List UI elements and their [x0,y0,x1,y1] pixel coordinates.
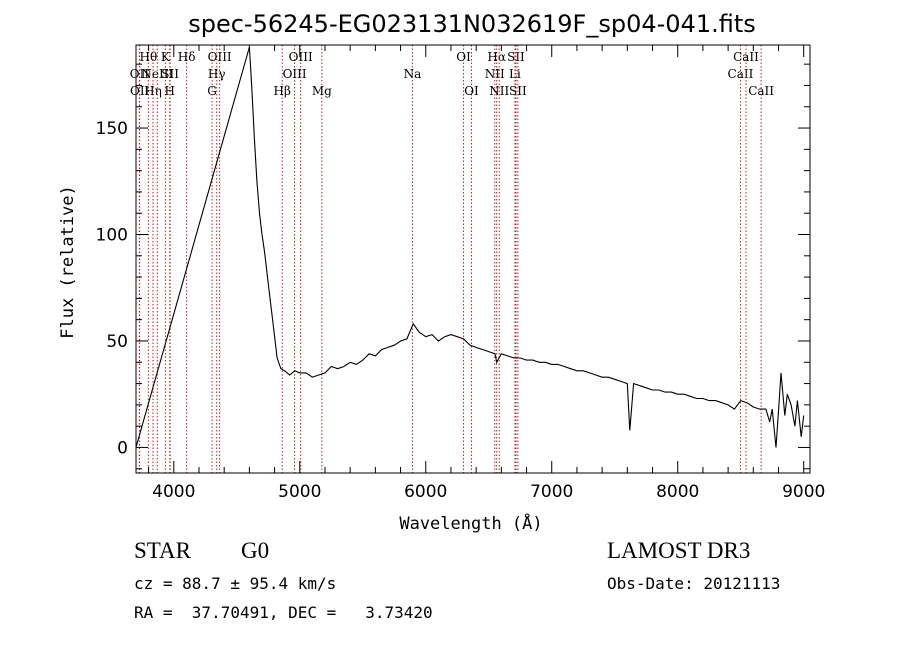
line-label-15: Mg [312,84,332,98]
line-label-5: K [161,50,171,64]
plot-frame [135,44,811,474]
line-label-24: SII [509,84,527,98]
spectrum-series [136,46,805,448]
x-tick-label-1: 5000 [278,482,321,502]
line-label-12: Hβ [274,84,291,98]
x-tick-label-5: 9000 [782,482,825,502]
line-label-21: NII [489,84,509,98]
observation-date: Obs-Date: 20121113 [607,574,781,593]
x-tick-label-3: 7000 [530,482,573,502]
survey-name: LAMOST DR3 [607,538,751,563]
x-axis-ticks: 4000 5000 6000 7000 8000 9000 [148,45,825,502]
x-tick-label-0: 4000 [152,482,195,502]
spectral-line-markers: OIIOIIHθHηNeIIIKHSIIHδGHγOIIIHβOIIIOIIIM… [130,45,774,473]
chart-title: spec-56245-EG023131N032619F_sp04-041.fit… [188,10,756,38]
line-label-19: NII [485,67,505,81]
y-tick-label-3: 150 [96,119,128,139]
line-label-7: SII [161,67,179,81]
line-label-10: Hγ [208,67,226,81]
x-tick-label-2: 6000 [404,482,447,502]
line-label-3: Hη [144,84,162,98]
line-label-22: Li [509,67,521,81]
line-label-11: OIII [208,50,232,64]
y-tick-label-2: 100 [96,226,128,246]
spectral-class: STAR [134,538,191,563]
line-label-1: OII [130,84,150,98]
line-label-14: OIII [289,50,313,64]
x-axis-label: Wavelength (Å) [399,512,542,534]
y-axis-ticks: 0 50 100 150 [96,63,810,470]
y-tick-label-0: 0 [117,438,128,458]
line-label-23: SII [507,50,525,64]
redshift-velocity: cz = 88.7 ± 95.4 km/s [134,574,337,593]
line-label-13: OIII [283,67,307,81]
line-label-18: OI [464,84,479,98]
line-label-20: Hα [487,50,506,64]
line-label-8: Hδ [178,50,196,64]
y-axis-label: Flux (relative) [58,185,78,339]
line-label-17: OI [456,50,471,64]
line-label-27: CaII [748,84,774,98]
coordinates: RA = 37.70491, DEC = 3.73420 [134,603,433,622]
line-label-26: CaII [733,50,759,64]
line-label-9: G [207,84,217,98]
x-tick-label-4: 8000 [656,482,699,502]
spectrum-line [136,46,805,448]
y-tick-label-1: 50 [106,332,128,352]
line-label-16: Na [404,67,422,81]
spectral-subclass: G0 [241,538,270,563]
line-label-25: CaII [728,67,754,81]
line-label-2: Hθ [139,50,157,64]
